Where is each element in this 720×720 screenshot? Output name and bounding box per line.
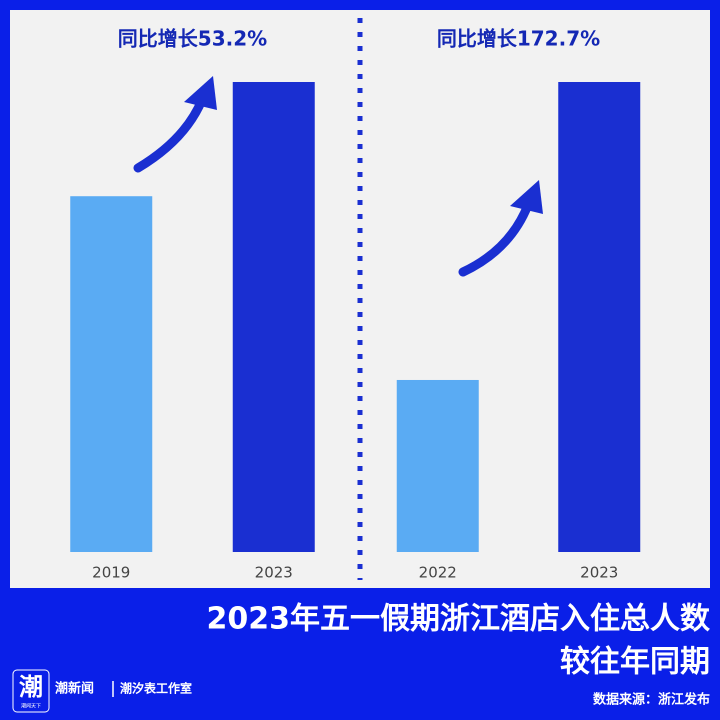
- logo: 潮: [19, 673, 43, 701]
- bar: [70, 196, 153, 552]
- arrow: [458, 180, 543, 277]
- studio: 潮汐表工作室: [120, 681, 192, 696]
- x-tick-label: 2023: [255, 564, 293, 582]
- footer-title: 较往年同期: [560, 645, 710, 680]
- logo-box: [12, 669, 50, 713]
- source: 数据来源：浙江发布: [593, 692, 710, 708]
- bar: [558, 82, 641, 552]
- x-tick-label: 2023: [580, 564, 618, 582]
- annotation: 同比增长53.2%: [118, 27, 267, 51]
- bar: [232, 82, 315, 552]
- bar: [396, 379, 479, 552]
- arrow: [133, 76, 217, 173]
- brand: 潮新闻: [55, 681, 94, 697]
- x-tick-label: 2022: [419, 564, 457, 582]
- annotation: 同比增长172.7%: [437, 27, 600, 51]
- x-tick-label: 2019: [92, 564, 130, 582]
- slogan: 潮闻天下: [21, 703, 41, 710]
- footer-title: 2023年五一假期浙江酒店入住总人数: [207, 602, 711, 637]
